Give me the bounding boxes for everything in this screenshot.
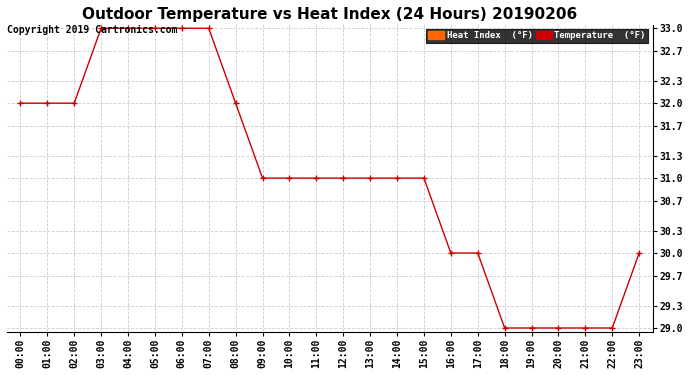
Text: Copyright 2019 Cartronics.com: Copyright 2019 Cartronics.com [7, 24, 177, 34]
Legend: Heat Index  (°F), Temperature  (°F): Heat Index (°F), Temperature (°F) [426, 29, 648, 42]
Title: Outdoor Temperature vs Heat Index (24 Hours) 20190206: Outdoor Temperature vs Heat Index (24 Ho… [82, 7, 578, 22]
